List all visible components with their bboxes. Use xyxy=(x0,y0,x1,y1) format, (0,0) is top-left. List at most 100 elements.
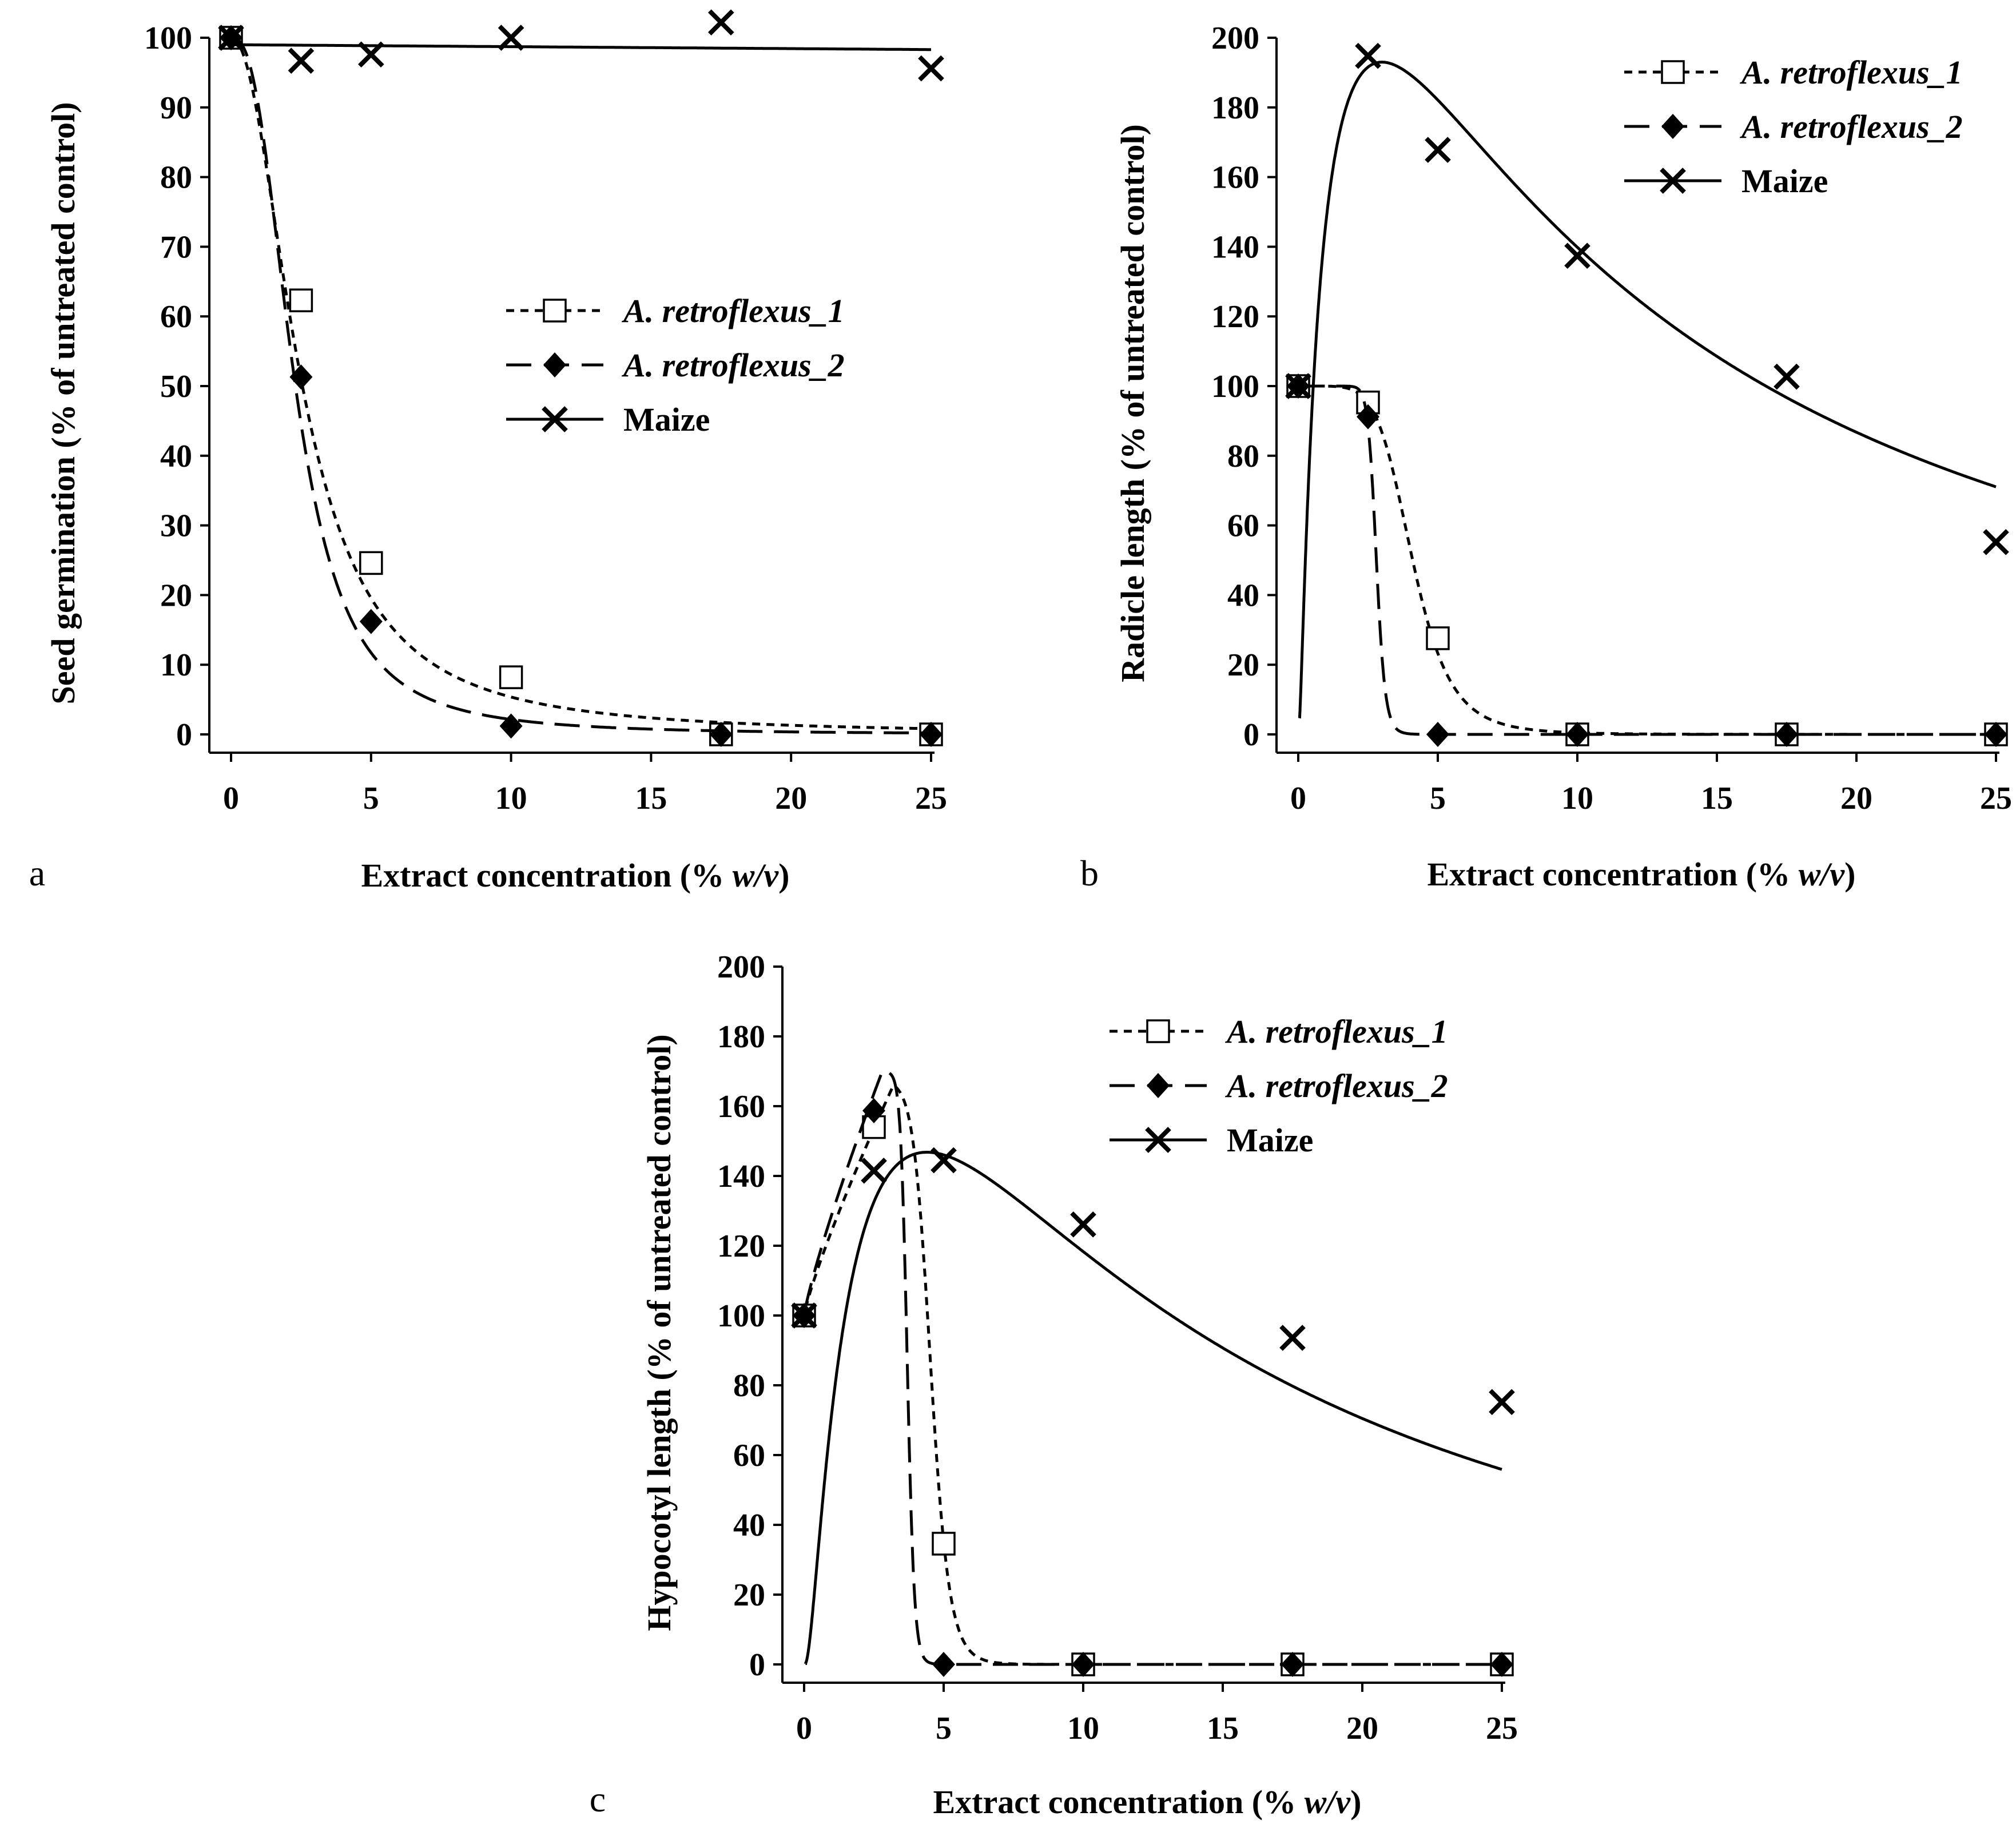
y-tick-label: 90 xyxy=(160,90,192,126)
data-point xyxy=(1426,722,1449,747)
x-tick-label: 25 xyxy=(1980,781,2012,816)
y-tick-label: 20 xyxy=(160,578,192,613)
legend-entry: A. retroflexus_1 xyxy=(506,292,845,329)
x-tick-label: 10 xyxy=(1561,781,1593,816)
legend-label: Maize xyxy=(623,401,710,438)
y-axis-title: Radicle length (% of untreated control) xyxy=(1114,124,1151,682)
data-point xyxy=(791,1302,817,1329)
series-cross xyxy=(791,1147,1515,1665)
legend-marker xyxy=(1661,60,1685,84)
y-tick-label: 50 xyxy=(160,369,192,404)
legend-label: A. retroflexus_1 xyxy=(1225,1013,1448,1050)
legend-marker xyxy=(1661,114,1684,139)
data-point xyxy=(1355,42,1381,69)
series-square xyxy=(1286,374,2008,746)
data-point xyxy=(1985,722,2007,747)
data-point xyxy=(359,609,383,634)
legend-entry: A. retroflexus_2 xyxy=(1110,1067,1448,1104)
y-tick-label: 120 xyxy=(717,1229,765,1264)
x-tick-label: 20 xyxy=(775,781,807,816)
y-tick-label: 0 xyxy=(749,1647,765,1683)
data-point xyxy=(1279,1325,1306,1351)
data-point xyxy=(357,41,384,68)
series-diamond xyxy=(220,25,943,747)
data-point xyxy=(707,9,734,36)
data-point xyxy=(931,1147,957,1174)
x-axis-title: Extract concentration (% w/v) xyxy=(361,857,790,894)
data-point xyxy=(920,722,943,747)
y-tick-label: 200 xyxy=(1211,21,1259,56)
x-tick-label: 10 xyxy=(1067,1711,1099,1746)
y-tick-label: 40 xyxy=(160,439,192,474)
y-axis-title: Seed germination (% of untreated control… xyxy=(45,102,82,704)
x-tick-label: 25 xyxy=(915,781,947,816)
y-tick-label: 60 xyxy=(160,299,192,335)
y-tick-label: 40 xyxy=(1227,578,1259,613)
data-point xyxy=(932,1652,955,1677)
x-tick-label: 25 xyxy=(1486,1711,1518,1746)
y-tick-label: 100 xyxy=(144,21,192,56)
data-point xyxy=(709,722,733,747)
legend-entry: A. retroflexus_1 xyxy=(1624,54,1963,91)
legend-marker xyxy=(1146,1019,1170,1043)
legend-entry: A. retroflexus_1 xyxy=(1110,1013,1448,1050)
data-point xyxy=(861,1158,887,1184)
legend-label: A. retroflexus_2 xyxy=(1740,108,1963,145)
y-tick-label: 80 xyxy=(160,160,192,196)
legend-entry: Maize xyxy=(1624,162,1828,200)
fit-curve xyxy=(1299,384,1996,736)
legend-label: A. retroflexus_2 xyxy=(622,347,845,384)
y-tick-label: 160 xyxy=(717,1089,765,1124)
fit-curve xyxy=(232,43,931,51)
legend-marker xyxy=(542,406,568,432)
y-tick-label: 10 xyxy=(160,647,192,683)
y-tick-label: 20 xyxy=(733,1577,765,1613)
y-tick-label: 140 xyxy=(1211,229,1259,265)
data-point xyxy=(1070,1211,1096,1238)
y-tick-label: 30 xyxy=(160,508,192,544)
y-tick-label: 0 xyxy=(176,717,192,753)
legend-label: A. retroflexus_1 xyxy=(1740,54,1963,91)
series-diamond xyxy=(1287,373,2007,747)
x-tick-label: 15 xyxy=(635,781,667,816)
data-point xyxy=(932,1532,956,1556)
series-cross xyxy=(1285,42,2009,719)
x-axis-title: Extract concentration (% w/v) xyxy=(1427,856,1856,893)
data-point xyxy=(1426,626,1450,650)
data-point xyxy=(499,665,523,689)
y-axis-title: Hypocotyl length (% of untreated control… xyxy=(641,1034,678,1631)
data-point xyxy=(1774,363,1800,390)
y-tick-label: 100 xyxy=(1211,369,1259,404)
legend-entry: A. retroflexus_2 xyxy=(1624,108,1963,145)
x-tick-label: 0 xyxy=(1290,781,1306,816)
data-point xyxy=(289,288,313,312)
y-tick-label: 200 xyxy=(717,949,765,985)
fit-curve xyxy=(804,1070,1502,1666)
y-tick-label: 180 xyxy=(1211,90,1259,126)
legend-label: Maize xyxy=(1227,1122,1313,1159)
y-tick-label: 60 xyxy=(733,1438,765,1473)
x-tick-label: 15 xyxy=(1701,781,1733,816)
y-tick-label: 120 xyxy=(1211,299,1259,335)
legend-marker xyxy=(543,352,566,377)
data-point xyxy=(1564,243,1590,269)
legend-entry: Maize xyxy=(506,401,710,438)
fit-curve xyxy=(804,1151,1502,1665)
data-point xyxy=(289,364,313,390)
x-tick-label: 15 xyxy=(1207,1711,1239,1746)
y-tick-label: 180 xyxy=(717,1019,765,1055)
legend-marker xyxy=(1660,168,1686,194)
y-tick-label: 70 xyxy=(160,229,192,265)
x-tick-label: 20 xyxy=(1346,1711,1378,1746)
data-point xyxy=(1281,1652,1304,1677)
legend-marker xyxy=(1147,1073,1170,1098)
series-cross xyxy=(218,9,944,82)
y-tick-label: 80 xyxy=(1227,439,1259,474)
legend-marker xyxy=(543,299,567,323)
fit-curve xyxy=(231,36,931,730)
y-tick-label: 0 xyxy=(1243,717,1259,753)
panel-letter-b: b xyxy=(1080,853,1099,893)
panel-b: b 0 20 40 60 80 100 120 140 160 180 200 0 5 10 15 20 25 E… xyxy=(1080,21,2012,893)
x-tick-label: 10 xyxy=(495,781,527,816)
data-point xyxy=(1566,722,1589,747)
